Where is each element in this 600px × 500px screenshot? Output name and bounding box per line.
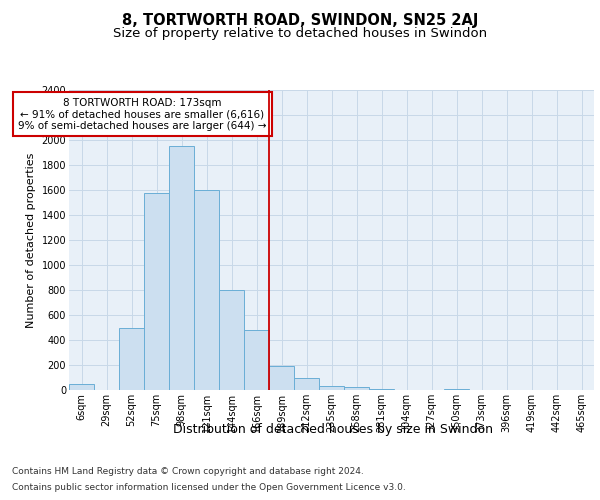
Bar bbox=[194, 190, 219, 390]
Bar bbox=[69, 384, 94, 390]
Bar bbox=[344, 387, 369, 390]
Y-axis label: Number of detached properties: Number of detached properties bbox=[26, 152, 36, 328]
Bar bbox=[219, 290, 244, 390]
Bar bbox=[269, 366, 294, 390]
Bar bbox=[369, 389, 394, 390]
Text: Size of property relative to detached houses in Swindon: Size of property relative to detached ho… bbox=[113, 28, 487, 40]
Bar bbox=[144, 192, 169, 390]
Text: Contains HM Land Registry data © Crown copyright and database right 2024.: Contains HM Land Registry data © Crown c… bbox=[12, 468, 364, 476]
Bar bbox=[294, 378, 319, 390]
Bar bbox=[169, 146, 194, 390]
Bar bbox=[244, 330, 269, 390]
Text: Contains public sector information licensed under the Open Government Licence v3: Contains public sector information licen… bbox=[12, 482, 406, 492]
Text: 8, TORTWORTH ROAD, SWINDON, SN25 2AJ: 8, TORTWORTH ROAD, SWINDON, SN25 2AJ bbox=[122, 12, 478, 28]
Bar bbox=[319, 386, 344, 390]
Bar bbox=[119, 328, 144, 390]
Text: 8 TORTWORTH ROAD: 173sqm
← 91% of detached houses are smaller (6,616)
9% of semi: 8 TORTWORTH ROAD: 173sqm ← 91% of detach… bbox=[18, 98, 267, 130]
Bar bbox=[444, 389, 469, 390]
Text: Distribution of detached houses by size in Swindon: Distribution of detached houses by size … bbox=[173, 422, 493, 436]
